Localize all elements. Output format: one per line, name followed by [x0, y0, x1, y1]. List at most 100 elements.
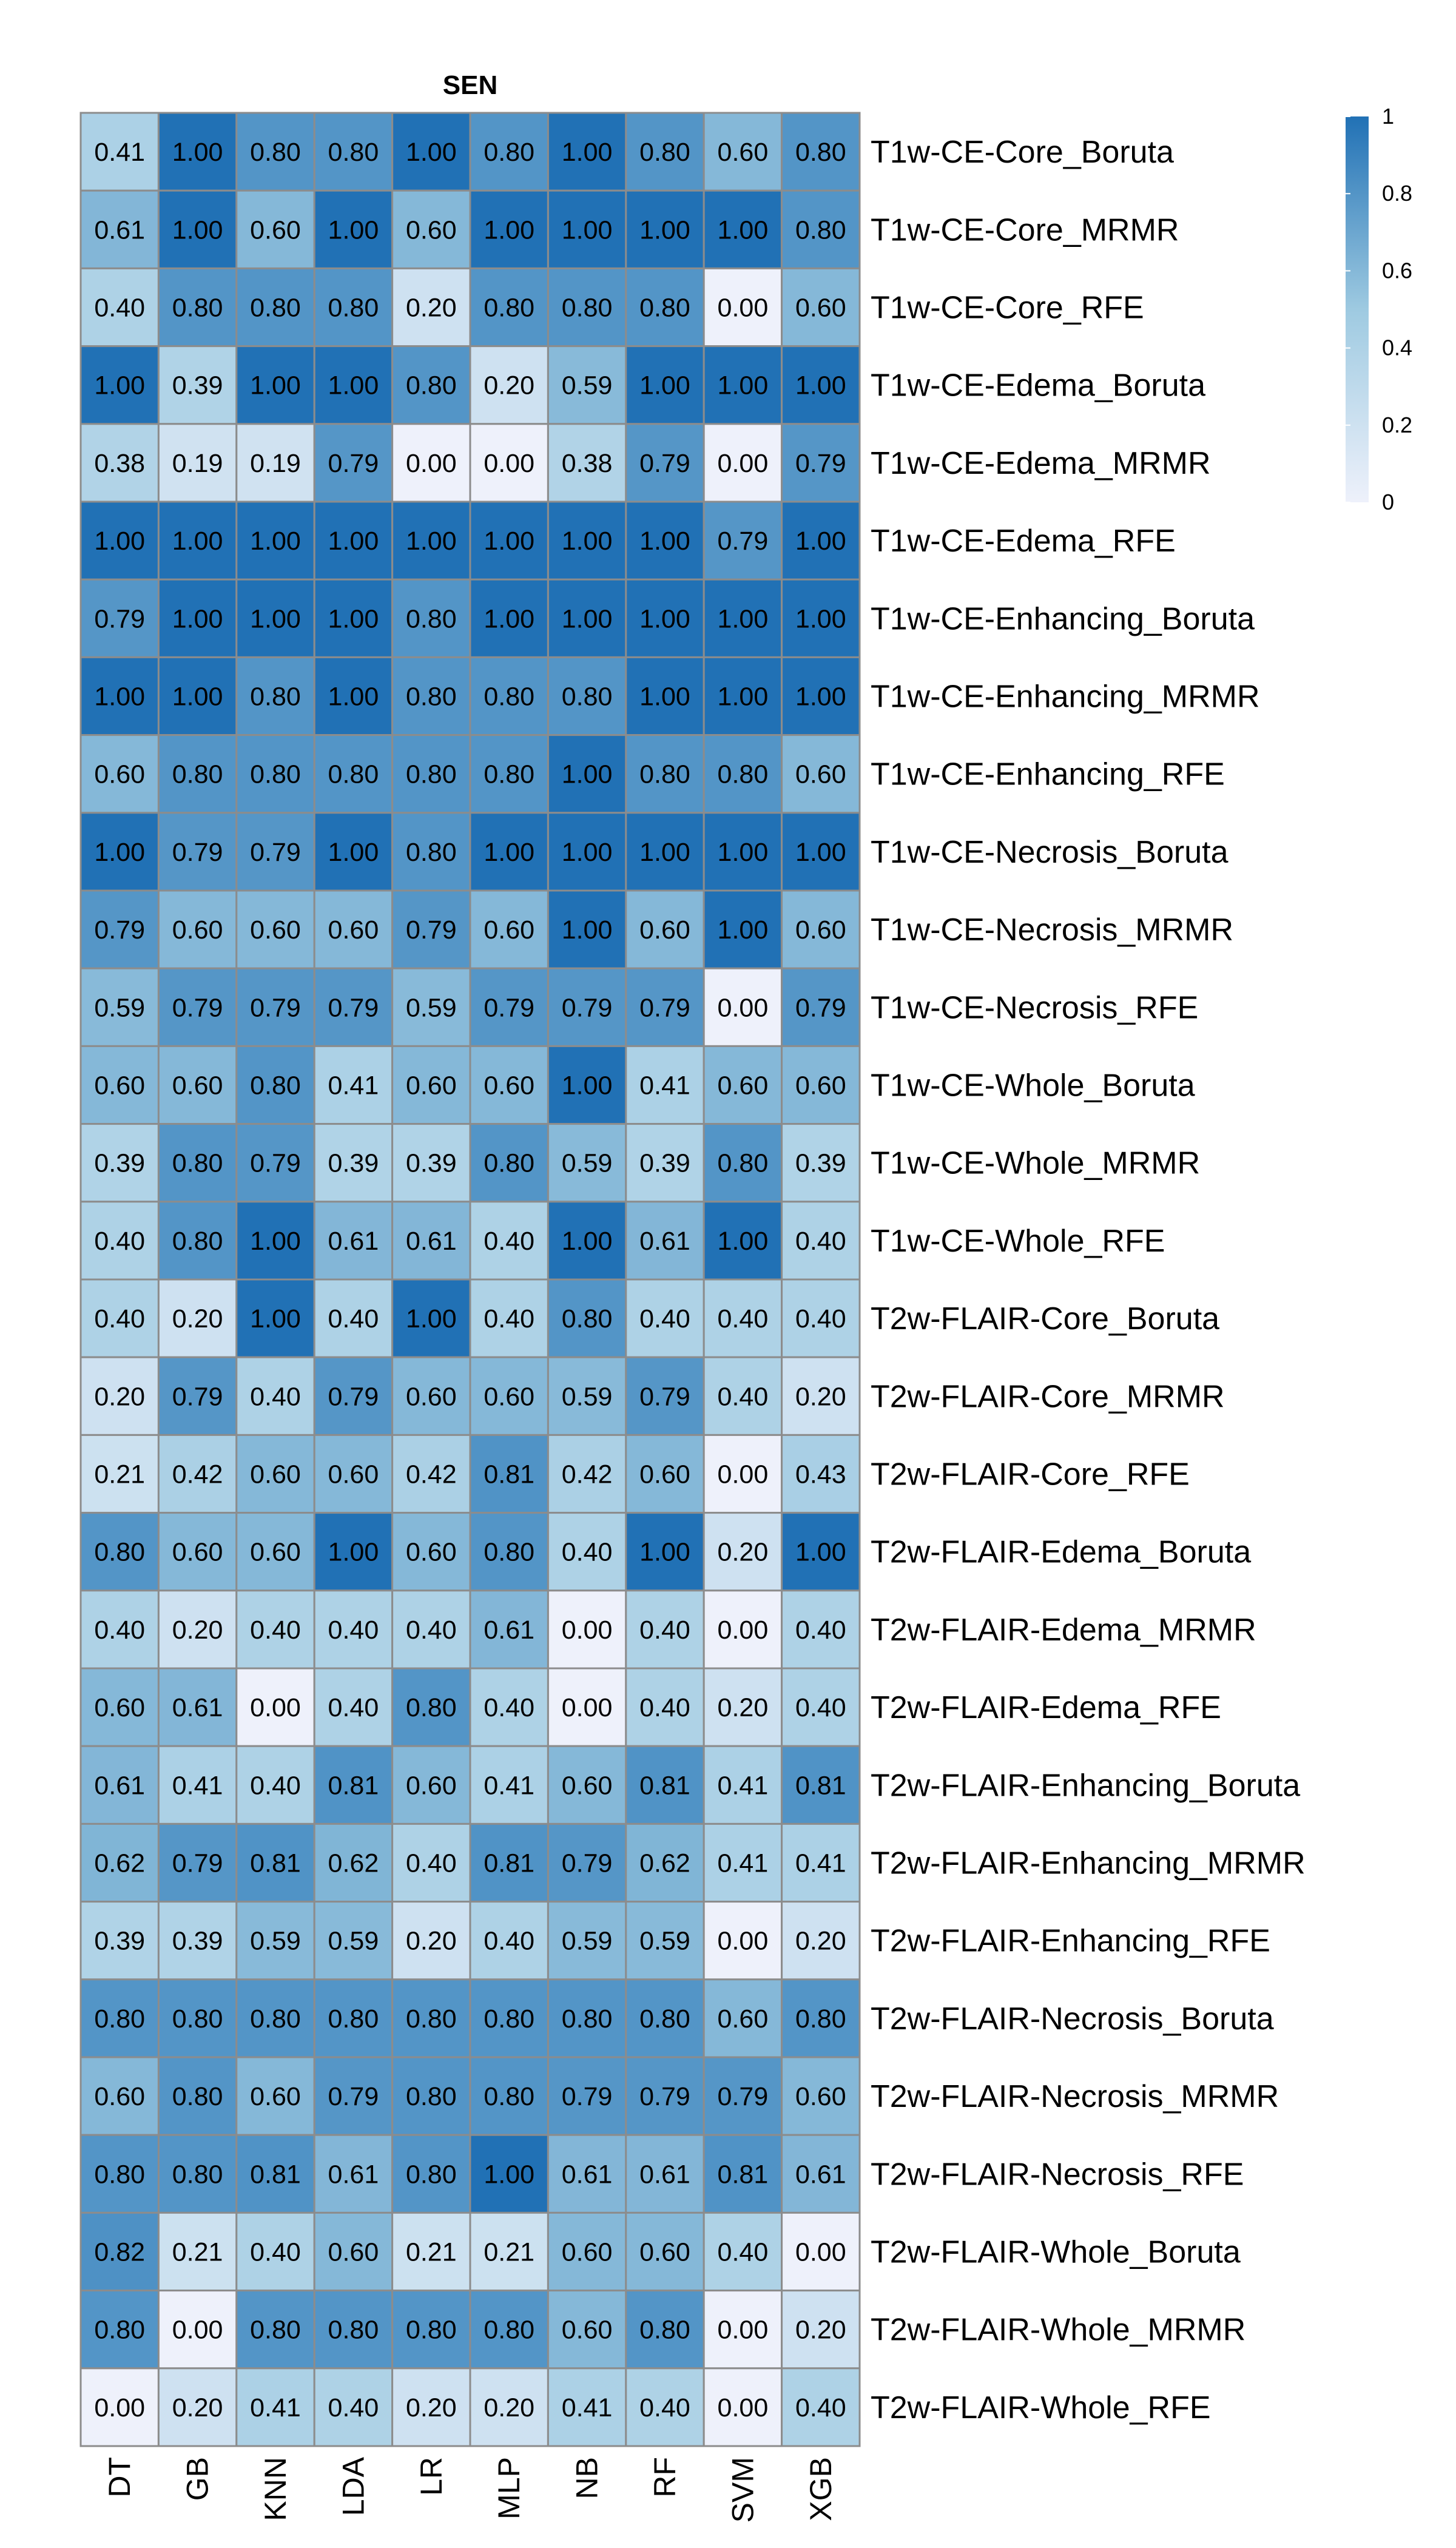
cell-value-label: 0.61 [562, 2160, 613, 2189]
cell-value-label: 0.00 [562, 1693, 613, 1722]
column-label: RF [648, 2457, 682, 2498]
cell-value-label: 1.00 [639, 215, 690, 244]
cell-value-label: 1.00 [562, 604, 613, 633]
cell-value-label: 0.80 [562, 294, 613, 323]
column-label: KNN [258, 2457, 292, 2521]
row-label: T1w-CE-Enhancing_MRMR [871, 679, 1260, 715]
cell-value-label: 0.80 [406, 604, 457, 633]
column-label: SVM [726, 2457, 760, 2523]
cell-value-label: 0.60 [328, 2238, 379, 2267]
cell-value-label: 0.80 [639, 2004, 690, 2034]
cell-value-label: 0.00 [406, 449, 457, 478]
cell-value-label: 0.60 [795, 915, 846, 945]
cell-value-label: 0.40 [250, 2238, 301, 2267]
cell-value-label: 0.80 [172, 760, 223, 789]
cell-value-label: 0.80 [94, 2316, 145, 2345]
cell-value-label: 0.80 [639, 294, 690, 323]
cell-value-label: 0.39 [795, 1149, 846, 1178]
cell-value-label: 0.61 [639, 2160, 690, 2189]
cell-value-label: 1.00 [406, 1304, 457, 1333]
cell-value-label: 0.60 [795, 760, 846, 789]
cell-value-label: 0.20 [795, 2316, 846, 2345]
cell-value-label: 0.79 [328, 1382, 379, 1411]
cell-value-label: 1.00 [718, 682, 769, 712]
cell-value-label: 0.60 [328, 915, 379, 945]
cell-value-label: 1.00 [172, 215, 223, 244]
cell-value-label: 1.00 [639, 838, 690, 867]
cell-value-label: 0.20 [172, 2393, 223, 2422]
cell-value-label: 0.20 [172, 1616, 223, 1645]
cell-value-label: 1.00 [484, 527, 534, 556]
cell-value-label: 0.39 [94, 1149, 145, 1178]
cell-value-label: 0.00 [484, 449, 534, 478]
cell-value-label: 0.79 [406, 915, 457, 945]
cell-value-label: 0.21 [172, 2238, 223, 2267]
cell-value-label: 0.38 [562, 449, 613, 478]
cell-value-label: 0.40 [250, 1771, 301, 1800]
cell-value-label: 0.61 [406, 1227, 457, 1256]
cell-value-label: 0.79 [562, 1849, 613, 1878]
row-label: T2w-FLAIR-Enhancing_MRMR [871, 1846, 1306, 1881]
cell-value-label: 0.80 [250, 2004, 301, 2034]
row-label: T1w-CE-Whole_Boruta [871, 1068, 1195, 1104]
cell-value-label: 1.00 [250, 371, 301, 400]
legend-tick-label: 0.8 [1382, 181, 1412, 206]
row-label: T1w-CE-Whole_RFE [871, 1224, 1165, 1259]
cell-value-label: 0.79 [94, 915, 145, 945]
cell-value-label: 0.80 [562, 2004, 613, 2034]
cell-value-label: 1.00 [562, 838, 613, 867]
row-label: T2w-FLAIR-Whole_RFE [871, 2390, 1211, 2425]
cell-value-label: 0.41 [172, 1771, 223, 1800]
cell-value-label: 0.41 [795, 1849, 846, 1878]
cell-value-label: 1.00 [484, 2160, 534, 2189]
cell-value-label: 0.00 [718, 1616, 769, 1645]
cell-value-label: 0.42 [562, 1460, 613, 1489]
cell-value-label: 0.80 [484, 1538, 534, 1567]
cell-value-label: 1.00 [484, 604, 534, 633]
cell-value-label: 0.79 [718, 2082, 769, 2111]
cell-value-label: 0.80 [328, 760, 379, 789]
cell-value-label: 1.00 [562, 527, 613, 556]
cell-value-label: 0.40 [795, 2393, 846, 2422]
row-label: T1w-CE-Core_RFE [871, 291, 1144, 326]
cell-value-label: 0.40 [328, 2393, 379, 2422]
cell-value-label: 0.80 [172, 2160, 223, 2189]
cell-value-label: 0.40 [795, 1304, 846, 1333]
cell-value-label: 1.00 [718, 371, 769, 400]
cell-value-label: 0.20 [484, 371, 534, 400]
cell-value-label: 0.80 [406, 1693, 457, 1722]
cell-value-label: 0.40 [94, 294, 145, 323]
cell-value-label: 0.00 [718, 2393, 769, 2422]
row-label: T2w-FLAIR-Necrosis_RFE [871, 2157, 1244, 2192]
cell-value-label: 0.41 [718, 1771, 769, 1800]
cell-value-label: 0.40 [328, 1693, 379, 1722]
cell-value-label: 0.41 [94, 138, 145, 167]
cell-value-label: 0.60 [718, 138, 769, 167]
cell-value-label: 0.80 [484, 294, 534, 323]
cell-value-label: 1.00 [639, 371, 690, 400]
cell-value-label: 0.80 [562, 1304, 613, 1333]
cell-value-label: 0.59 [562, 371, 613, 400]
cell-value-label: 0.80 [562, 682, 613, 712]
cell-value-label: 0.81 [484, 1460, 534, 1489]
cell-value-label: 0.59 [328, 1927, 379, 1956]
row-label: T1w-CE-Whole_MRMR [871, 1146, 1200, 1181]
cell-value-label: 0.60 [250, 1538, 301, 1567]
cell-value-label: 0.80 [250, 138, 301, 167]
cell-value-label: 0.60 [406, 1382, 457, 1411]
cell-value-label: 0.00 [562, 1616, 613, 1645]
cell-value-label: 0.80 [484, 2316, 534, 2345]
cell-value-label: 0.60 [406, 1071, 457, 1100]
legend-tick-label: 0.4 [1382, 335, 1412, 360]
cell-value-label: 0.40 [94, 1304, 145, 1333]
cell-value-label: 1.00 [328, 604, 379, 633]
cell-value-label: 0.80 [639, 760, 690, 789]
cell-value-label: 0.39 [639, 1149, 690, 1178]
cell-value-label: 0.19 [172, 449, 223, 478]
column-label: LDA [336, 2456, 370, 2516]
cell-value-label: 0.40 [718, 2238, 769, 2267]
legend-tick-label: 0.2 [1382, 413, 1412, 437]
cell-value-label: 0.40 [484, 1304, 534, 1333]
cell-value-label: 0.59 [562, 1927, 613, 1956]
cell-value-label: 0.20 [406, 2393, 457, 2422]
